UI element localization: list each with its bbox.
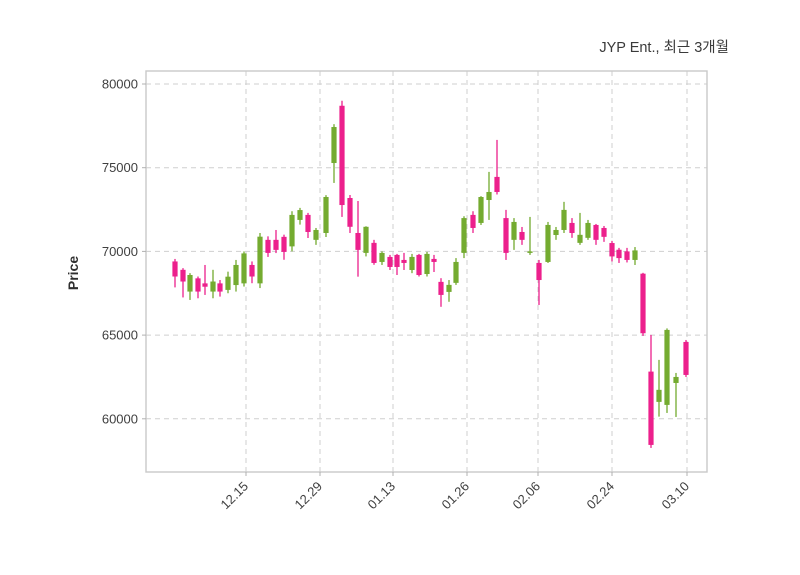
candle-body-down — [180, 269, 186, 282]
candle-body-down — [431, 258, 437, 262]
candle-body-up — [225, 276, 231, 290]
candle-body-down — [195, 278, 201, 292]
x-tick-label: 03.10 — [659, 479, 693, 513]
candle-body-up — [241, 253, 247, 284]
candle-body-down — [265, 239, 271, 253]
candle-body-up — [424, 253, 430, 274]
candle-body-up — [210, 281, 216, 292]
candle-body-up — [313, 229, 319, 240]
candle-body-up — [553, 229, 559, 235]
candle-body-up — [187, 275, 193, 292]
x-tick-label: 12.15 — [218, 479, 252, 513]
candle-body-up — [561, 209, 567, 230]
candle-body-down — [648, 371, 654, 445]
candle-body-down — [569, 222, 575, 233]
candle-body-down — [347, 197, 353, 227]
candle-body-down — [503, 218, 509, 253]
candle-body-down — [273, 239, 279, 250]
candle-body-up — [363, 226, 369, 253]
axis-tick-marks — [142, 83, 688, 476]
candle-body-down — [339, 105, 345, 206]
candle-body-down — [217, 283, 223, 292]
candle-body-down — [387, 256, 393, 267]
candle-body-down — [519, 231, 525, 240]
candle-body-up — [446, 284, 452, 292]
candle-body-up — [656, 389, 662, 402]
candle-body-down — [416, 254, 422, 276]
x-tick-label: 01.13 — [365, 479, 399, 513]
x-tick-label: 01.26 — [439, 479, 473, 513]
candle-body-down — [601, 227, 607, 237]
candle-body-up — [453, 261, 459, 283]
y-tick-label: 60000 — [102, 411, 138, 426]
candle-body-up — [486, 191, 492, 201]
candle-body-up — [673, 376, 679, 383]
candle-body-up — [461, 218, 467, 253]
candle-body-down — [202, 283, 208, 287]
candle-body-down — [536, 262, 542, 281]
plot-frame — [145, 70, 708, 473]
chart-title: JYP Ent., 최근 3개월 — [599, 39, 729, 56]
candle-body-up — [478, 196, 484, 223]
candle-body-up — [545, 224, 551, 262]
y-tick-label: 75000 — [102, 160, 138, 175]
x-tick-label: 12.29 — [292, 479, 326, 513]
candle-body-up — [664, 329, 670, 405]
candle-body-up — [257, 236, 263, 284]
candle-body-down — [640, 273, 646, 334]
candle-body-up — [233, 264, 239, 286]
candle-body-up — [511, 221, 517, 240]
y-tick-label: 70000 — [102, 244, 138, 259]
candle-body-down — [438, 281, 444, 295]
candle-body-up — [323, 196, 329, 233]
candle-body-down — [593, 224, 599, 240]
candle-body-up — [632, 250, 638, 260]
candle-body-down — [394, 254, 400, 267]
candle-body-down — [355, 232, 361, 250]
candle-body-up — [577, 234, 583, 243]
candle-body-down — [494, 176, 500, 192]
candle-body-up — [527, 251, 533, 253]
y-tick-label: 80000 — [102, 77, 138, 92]
candle-body-down — [305, 214, 311, 232]
candle-body-down — [609, 243, 615, 257]
candle-body-up — [331, 127, 337, 164]
y-tick-label: 65000 — [102, 328, 138, 343]
candle-body-up — [289, 214, 295, 247]
x-tick-label: 02.06 — [510, 479, 544, 513]
candle-body-up — [409, 256, 415, 270]
candle-series — [172, 100, 689, 448]
candle-body-up — [585, 222, 591, 238]
candle-body-down — [281, 236, 287, 252]
candle-body-down — [624, 251, 630, 260]
candle-body-down — [616, 249, 622, 259]
candle-body-down — [249, 264, 255, 277]
x-tick-label: 02.24 — [584, 479, 618, 513]
y-axis-label: Price — [65, 256, 81, 290]
candle-body-down — [470, 214, 476, 228]
candle-body-down — [683, 341, 689, 375]
candle-body-down — [172, 261, 178, 277]
candle-body-up — [297, 210, 303, 220]
candle-body-down — [371, 242, 377, 263]
candle-body-down — [401, 259, 407, 263]
candle-body-up — [379, 252, 385, 262]
grid-layer — [146, 71, 707, 472]
